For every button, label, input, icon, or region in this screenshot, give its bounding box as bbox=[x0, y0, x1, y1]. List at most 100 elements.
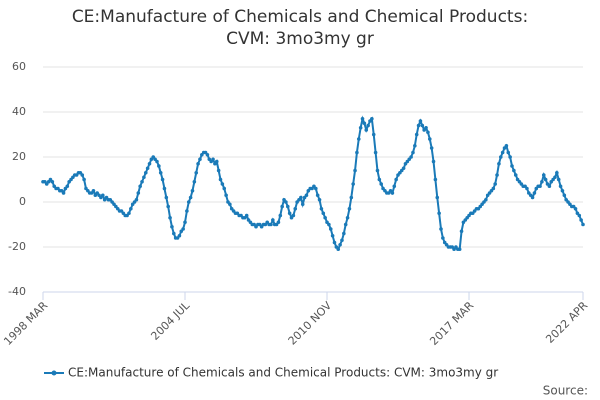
point bbox=[287, 211, 292, 216]
point bbox=[220, 182, 225, 186]
point bbox=[160, 177, 165, 182]
point bbox=[577, 213, 582, 218]
point bbox=[364, 128, 369, 132]
point bbox=[358, 125, 363, 130]
point bbox=[420, 123, 425, 128]
point bbox=[332, 240, 337, 245]
point bbox=[271, 218, 275, 222]
point bbox=[416, 123, 421, 128]
point bbox=[168, 215, 172, 220]
point bbox=[314, 186, 318, 191]
point bbox=[556, 177, 561, 182]
point bbox=[269, 222, 273, 227]
point bbox=[190, 188, 195, 193]
point bbox=[328, 227, 333, 231]
point bbox=[530, 195, 535, 200]
point bbox=[429, 146, 434, 150]
point bbox=[431, 159, 436, 164]
point bbox=[373, 150, 378, 155]
point bbox=[362, 121, 367, 126]
x-tick-label: 2022 APR bbox=[543, 299, 590, 346]
point bbox=[129, 206, 133, 211]
point bbox=[244, 213, 249, 218]
point bbox=[553, 175, 557, 180]
point bbox=[299, 195, 303, 200]
point bbox=[164, 195, 169, 200]
source-label: Source: bbox=[543, 384, 588, 398]
y-tick-label: -40 bbox=[8, 285, 26, 298]
point bbox=[424, 125, 428, 130]
point bbox=[366, 123, 370, 128]
point bbox=[224, 193, 228, 198]
point bbox=[336, 247, 341, 252]
point bbox=[315, 193, 320, 198]
point bbox=[513, 173, 518, 177]
point bbox=[377, 177, 382, 182]
point bbox=[158, 170, 163, 175]
point bbox=[437, 211, 441, 216]
point bbox=[278, 213, 283, 218]
point bbox=[140, 179, 144, 184]
point bbox=[91, 188, 96, 193]
point bbox=[540, 179, 544, 184]
point bbox=[317, 197, 322, 202]
point bbox=[525, 186, 529, 191]
point bbox=[147, 161, 152, 166]
point bbox=[61, 191, 66, 195]
point bbox=[327, 222, 331, 227]
point bbox=[50, 179, 55, 184]
point bbox=[194, 170, 199, 175]
point bbox=[355, 150, 359, 155]
point bbox=[291, 213, 296, 218]
point bbox=[284, 200, 288, 204]
point bbox=[82, 177, 86, 182]
point bbox=[198, 157, 202, 162]
y-tick-label: 60 bbox=[12, 60, 26, 73]
point bbox=[538, 184, 542, 189]
point bbox=[493, 182, 497, 186]
point bbox=[166, 204, 170, 209]
point bbox=[379, 182, 384, 186]
point bbox=[192, 179, 197, 184]
point bbox=[508, 155, 512, 159]
x-tick-label: 2010 NOV bbox=[286, 299, 335, 348]
point bbox=[65, 184, 70, 189]
point bbox=[304, 193, 309, 198]
point bbox=[500, 150, 505, 155]
point bbox=[512, 168, 516, 173]
point bbox=[340, 238, 344, 243]
point bbox=[134, 197, 139, 202]
y-tick-label: -20 bbox=[8, 240, 26, 253]
point bbox=[414, 132, 419, 137]
point bbox=[390, 191, 395, 195]
x-tick-label: 2017 MAR bbox=[427, 299, 476, 348]
point bbox=[343, 222, 348, 227]
point bbox=[491, 186, 496, 191]
point bbox=[183, 220, 187, 225]
point bbox=[427, 137, 432, 141]
point bbox=[188, 195, 193, 200]
series-line bbox=[43, 115, 584, 252]
point bbox=[145, 166, 150, 171]
point bbox=[321, 211, 326, 216]
point bbox=[300, 202, 305, 207]
point bbox=[177, 233, 182, 238]
point bbox=[228, 202, 232, 207]
point bbox=[439, 227, 443, 231]
point bbox=[392, 184, 397, 189]
point bbox=[100, 193, 105, 198]
point bbox=[418, 119, 423, 123]
point bbox=[155, 159, 159, 164]
point bbox=[484, 197, 488, 202]
point bbox=[345, 215, 350, 220]
legend-label: CE:Manufacture of Chemicals and Chemical… bbox=[68, 366, 498, 380]
point bbox=[181, 227, 185, 231]
point bbox=[170, 224, 174, 229]
point bbox=[196, 161, 200, 166]
point bbox=[218, 177, 223, 182]
point bbox=[186, 200, 191, 204]
point bbox=[330, 233, 335, 238]
point bbox=[205, 152, 210, 157]
